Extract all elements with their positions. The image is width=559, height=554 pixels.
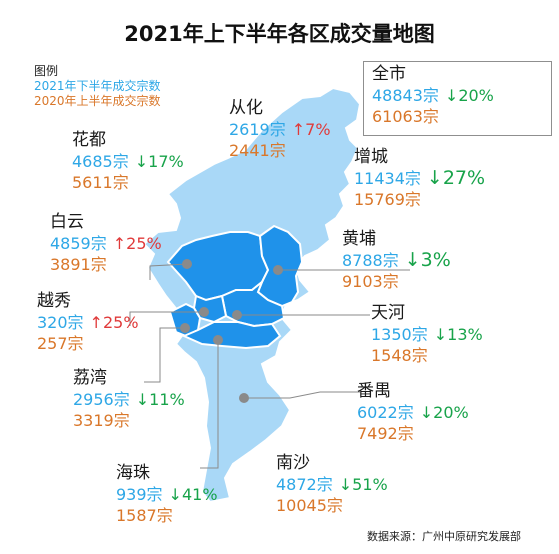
value-2020h1: 1587宗	[116, 506, 173, 525]
marker-panyu	[239, 393, 249, 403]
leader-lines	[129, 263, 410, 469]
legend-item-2021h2: 2021年下半年成交宗数	[34, 79, 161, 93]
data-source-note: 数据来源：广州中原研究发展部	[367, 530, 521, 543]
label-zengcheng: 增城 11434宗 ↓27% 15769宗	[354, 147, 485, 210]
value-2020h1: 3891宗	[50, 255, 107, 274]
district-name: 全市	[372, 64, 406, 84]
label-conghua: 从化 2619宗 ↑7% 2441宗	[229, 98, 331, 161]
change-indicator: ↓41%	[168, 485, 218, 504]
change-indicator: ↑25%	[89, 313, 139, 332]
change-indicator: ↓51%	[338, 475, 388, 494]
value-2020h1: 1548宗	[371, 346, 428, 365]
value-2021h2: 4859宗	[50, 234, 107, 253]
marker-huangpu	[273, 265, 283, 275]
value-2020h1: 7492宗	[357, 424, 414, 443]
value-2020h1: 15769宗	[354, 190, 421, 209]
marker-liwan	[180, 323, 190, 333]
change-indicator: ↑7%	[291, 120, 331, 139]
marker-haizhu	[213, 335, 223, 345]
value-2020h1: 257宗	[37, 334, 84, 353]
district-name: 白云	[50, 212, 84, 232]
label-huadu: 花都 4685宗 ↓17% 5611宗	[72, 130, 184, 193]
district-name: 番禺	[357, 381, 391, 401]
map-title: 2021年上下半年各区成交量地图	[124, 22, 435, 46]
district-name: 天河	[371, 303, 405, 323]
label-nansha: 南沙 4872宗 ↓51% 10045宗	[276, 453, 388, 516]
legend-item-2020h1: 2020年上半年成交宗数	[34, 94, 161, 108]
value-2020h1: 10045宗	[276, 496, 343, 515]
value-2021h2: 8788宗	[342, 251, 399, 270]
label-panyu: 番禺 6022宗 ↓20% 7492宗	[357, 381, 469, 444]
change-indicator: ↓3%	[404, 249, 451, 271]
legend: 图例 2021年下半年成交宗数 2020年上半年成交宗数	[34, 64, 161, 109]
district-name: 越秀	[37, 291, 71, 311]
leader-haizhu	[200, 340, 219, 469]
label-yuexiu: 越秀 320宗 ↑25% 257宗	[37, 291, 139, 354]
change-indicator: ↑25%	[112, 234, 162, 253]
leader-yuexiu	[129, 311, 204, 326]
leader-liwan	[144, 327, 185, 383]
marker-tianhe	[232, 310, 242, 320]
value-2021h2: 4685宗	[72, 152, 129, 171]
value-2021h2: 939宗	[116, 485, 163, 504]
haizhu-region	[181, 321, 282, 350]
label-baiyun: 白云 4859宗 ↑25% 3891宗	[50, 212, 162, 275]
district-name: 南沙	[276, 453, 310, 473]
value-2021h2: 2619宗	[229, 120, 286, 139]
label-haizhu: 海珠 939宗 ↓41% 1587宗	[116, 463, 218, 526]
city-total-box	[363, 61, 552, 136]
value-2020h1: 5611宗	[72, 173, 129, 192]
value-2020h1: 3319宗	[73, 411, 130, 430]
value-2020h1: 61063宗	[372, 107, 439, 126]
change-indicator: ↓13%	[433, 325, 483, 344]
legend-title: 图例	[34, 64, 59, 78]
value-2021h2: 1350宗	[371, 325, 428, 344]
marker-yuexiu	[199, 307, 209, 317]
markers	[180, 259, 283, 403]
change-indicator: ↓20%	[444, 86, 494, 105]
district-name: 黄埔	[342, 229, 376, 249]
change-indicator: ↓17%	[134, 152, 184, 171]
value-2021h2: 6022宗	[357, 403, 414, 422]
district-name: 增城	[354, 147, 388, 167]
marker-baiyun	[182, 259, 192, 269]
leader-baiyun	[149, 263, 188, 280]
label-total: 全市 48843宗 ↓20% 61063宗	[372, 64, 494, 127]
district-name: 花都	[72, 130, 106, 150]
value-2021h2: 320宗	[37, 313, 84, 332]
district-name: 荔湾	[73, 368, 107, 388]
value-2020h1: 2441宗	[229, 141, 286, 160]
change-indicator: ↓11%	[135, 390, 185, 409]
label-liwan: 荔湾 2956宗 ↓11% 3319宗	[73, 368, 185, 431]
district-name: 海珠	[116, 463, 150, 483]
label-tianhe: 天河 1350宗 ↓13% 1548宗	[371, 303, 483, 366]
value-2021h2: 2956宗	[73, 390, 130, 409]
label-huangpu: 黄埔 8788宗 ↓3% 9103宗	[342, 229, 451, 292]
district-name: 从化	[229, 98, 263, 118]
change-indicator: ↓20%	[419, 403, 469, 422]
change-indicator: ↓27%	[426, 167, 486, 189]
value-2021h2: 48843宗	[372, 86, 439, 105]
value-2021h2: 4872宗	[276, 475, 333, 494]
leader-panyu	[244, 391, 360, 399]
value-2021h2: 11434宗	[354, 169, 421, 188]
value-2020h1: 9103宗	[342, 272, 399, 291]
